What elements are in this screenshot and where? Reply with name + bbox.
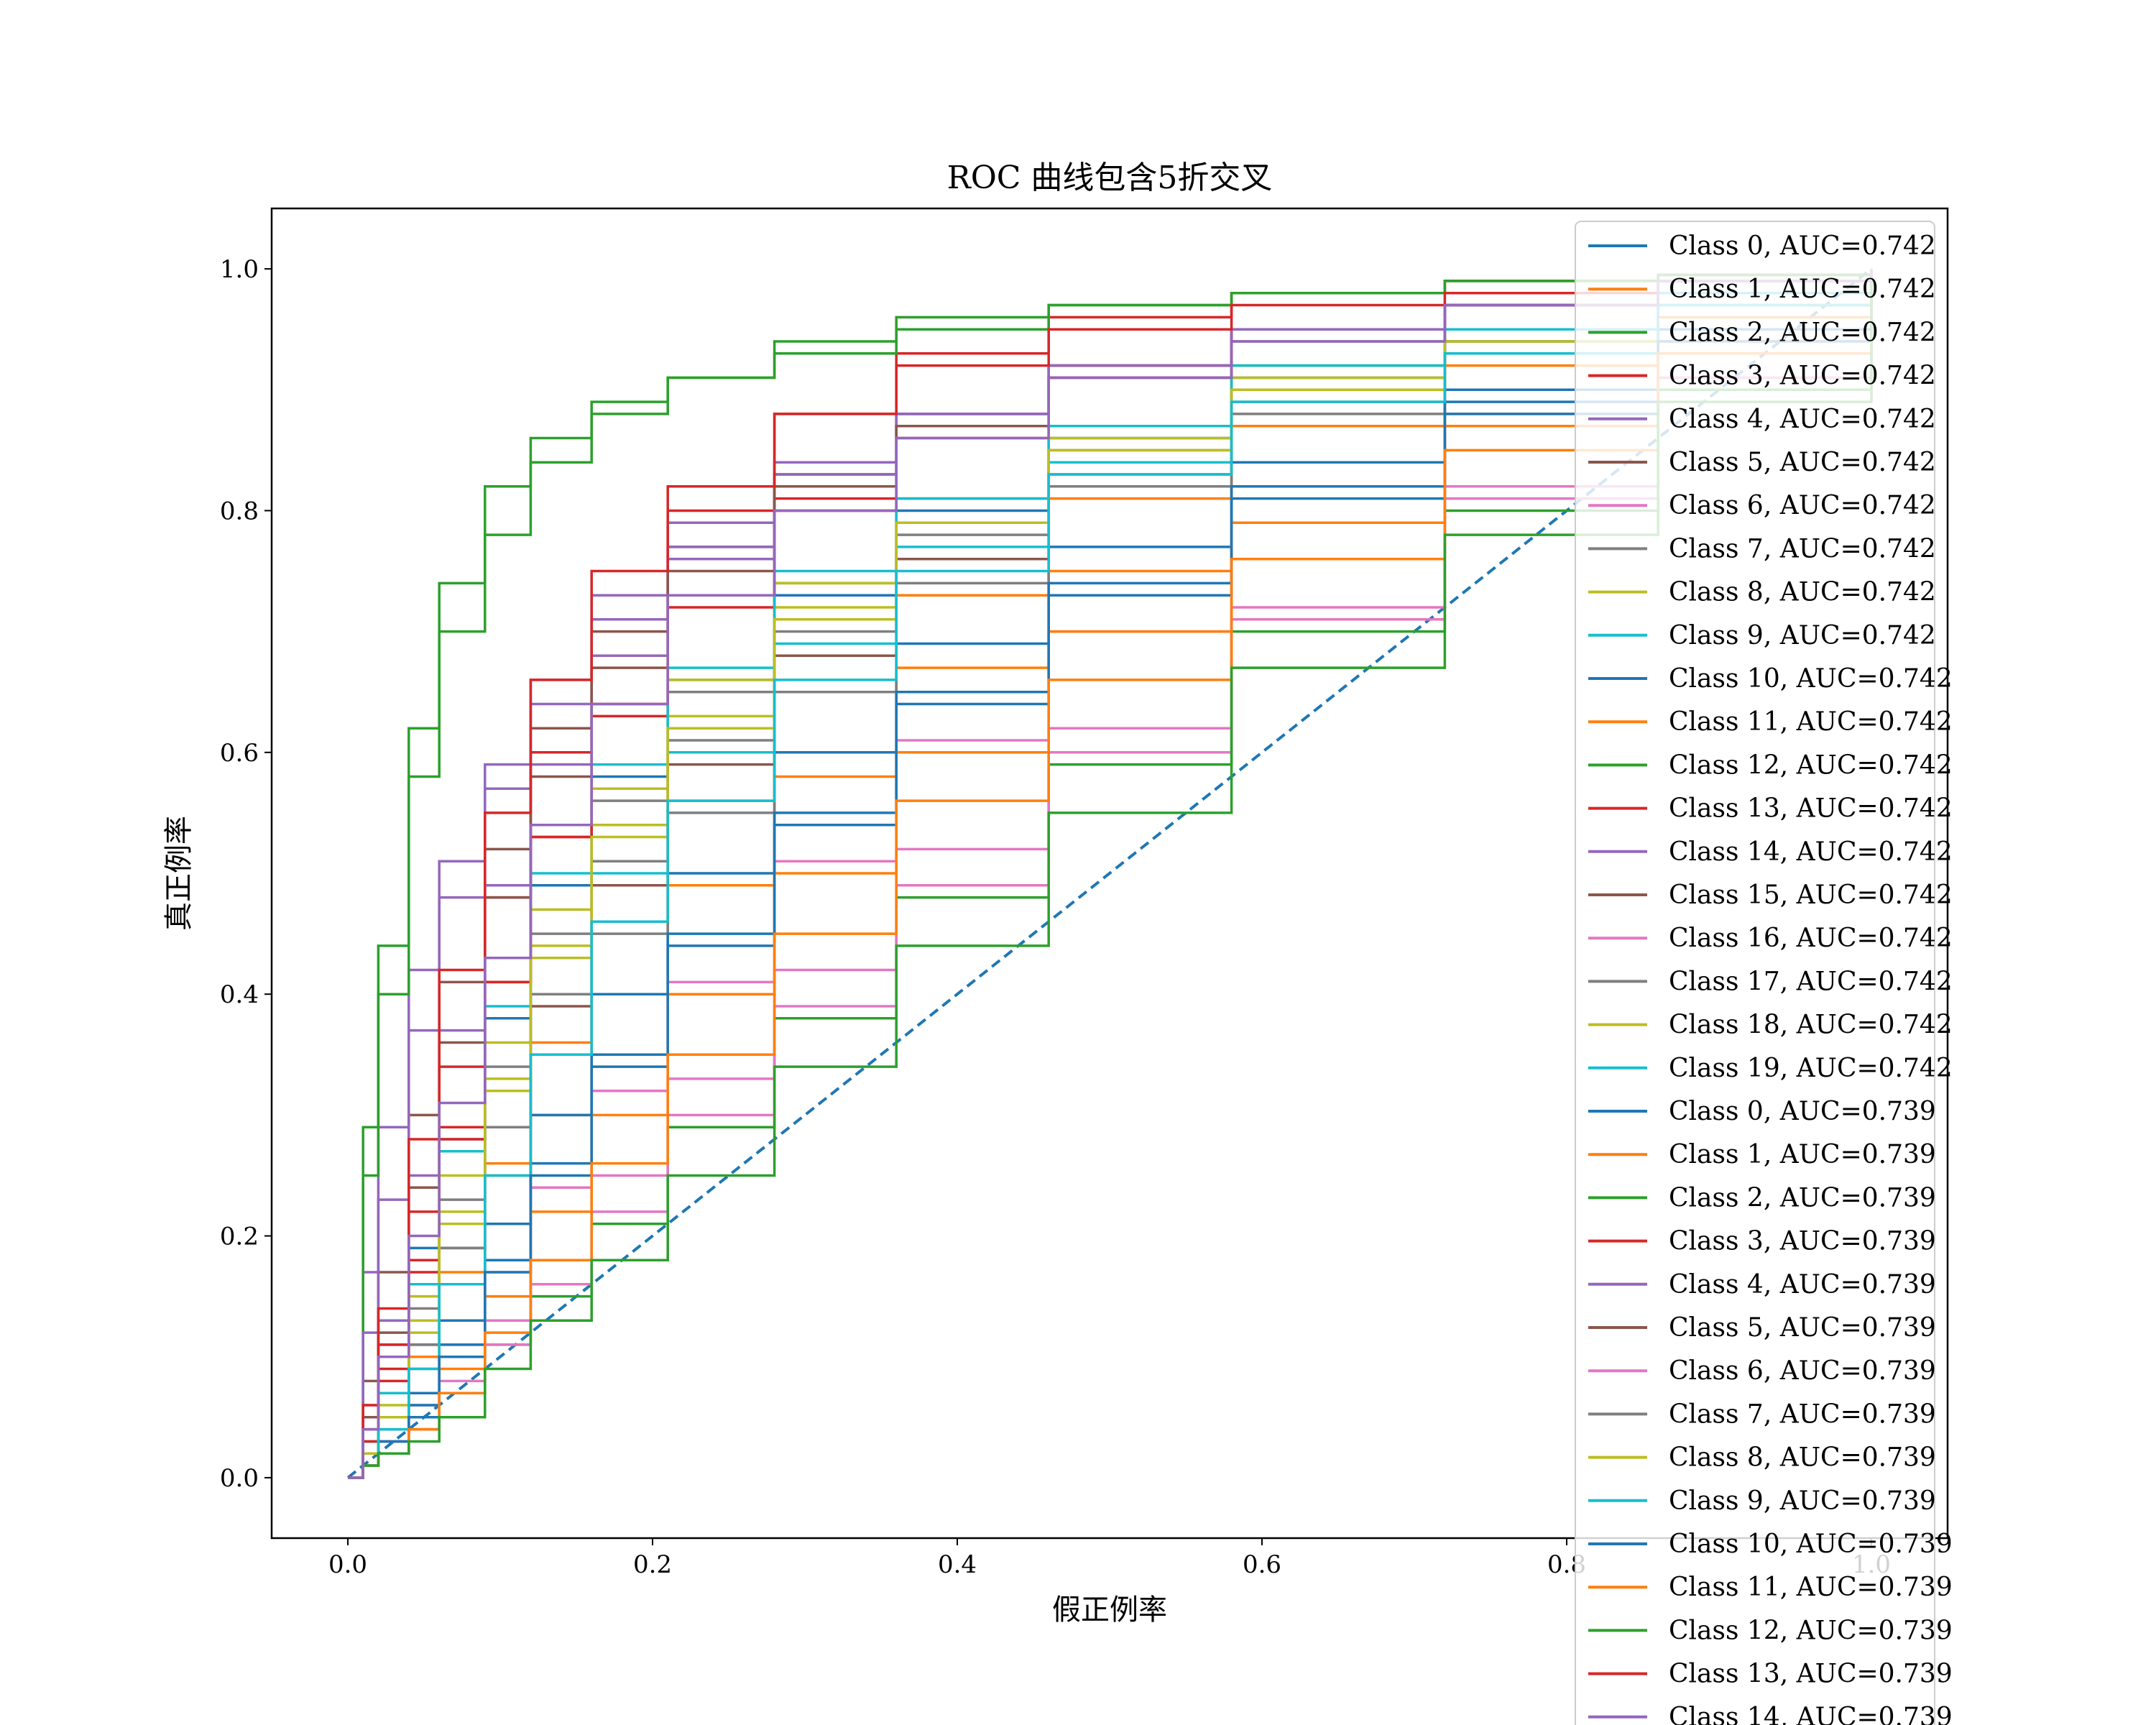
legend-label: Class 19, AUC=0.742	[1669, 1054, 1953, 1083]
legend-label: Class 12, AUC=0.742	[1669, 750, 1953, 780]
legend-label: Class 2, AUC=0.739	[1669, 1183, 1936, 1213]
chart-title: ROC 曲线包含5折交叉	[947, 160, 1273, 196]
legend-label: Class 16, AUC=0.742	[1669, 924, 1953, 953]
legend-label: Class 14, AUC=0.739	[1669, 1703, 1953, 1725]
legend-label: Class 18, AUC=0.742	[1669, 1011, 1953, 1040]
y-tick-label: 1.0	[220, 255, 259, 284]
legend-label: Class 6, AUC=0.739	[1669, 1356, 1936, 1386]
y-tick-label: 0.6	[220, 739, 259, 768]
legend-label: Class 5, AUC=0.739	[1669, 1313, 1936, 1343]
legend-label: Class 4, AUC=0.739	[1669, 1270, 1936, 1300]
legend-label: Class 3, AUC=0.742	[1669, 362, 1936, 391]
legend-label: Class 12, AUC=0.739	[1669, 1616, 1953, 1645]
legend-label: Class 10, AUC=0.739	[1669, 1530, 1953, 1559]
plot-area	[346, 267, 1873, 1479]
x-tick-label: 0.4	[938, 1550, 977, 1579]
legend-label: Class 9, AUC=0.742	[1669, 621, 1936, 650]
x-tick-label: 0.2	[633, 1550, 672, 1579]
y-tick-label: 0.8	[220, 497, 259, 525]
legend-label: Class 5, AUC=0.742	[1669, 448, 1936, 477]
legend-label: Class 3, AUC=0.739	[1669, 1227, 1936, 1256]
legend-label: Class 4, AUC=0.742	[1669, 405, 1936, 434]
y-tick-label: 0.4	[220, 980, 259, 1009]
legend-label: Class 0, AUC=0.742	[1669, 231, 1936, 261]
x-axis-title: 假正例率	[1052, 1593, 1167, 1627]
legend-label: Class 8, AUC=0.742	[1669, 578, 1936, 607]
roc-curve	[348, 269, 1873, 1479]
roc-curve	[348, 269, 1873, 1479]
legend-label: Class 11, AUC=0.742	[1669, 707, 1953, 737]
legend-label: Class 1, AUC=0.742	[1669, 275, 1936, 304]
x-tick-label: 0.6	[1243, 1550, 1281, 1579]
legend-label: Class 7, AUC=0.742	[1669, 534, 1936, 564]
x-tick-label: 0.0	[328, 1550, 367, 1579]
legend-label: Class 15, AUC=0.742	[1669, 880, 1953, 910]
y-tick-label: 0.0	[220, 1464, 259, 1493]
legend-label: Class 11, AUC=0.739	[1669, 1573, 1953, 1602]
legend-box	[1575, 221, 1935, 1725]
legend-label: Class 8, AUC=0.739	[1669, 1443, 1936, 1473]
legend-label: Class 1, AUC=0.739	[1669, 1140, 1936, 1169]
legend-label: Class 13, AUC=0.742	[1669, 794, 1953, 824]
legend-label: Class 17, AUC=0.742	[1669, 967, 1953, 996]
legend-label: Class 13, AUC=0.739	[1669, 1660, 1953, 1689]
legend-label: Class 6, AUC=0.742	[1669, 491, 1936, 520]
y-axis-title: 真正例率	[162, 816, 195, 931]
y-axis: 0.0 0.2 0.4 0.6 0.8 1.0	[220, 255, 272, 1493]
legend-label: Class 10, AUC=0.742	[1669, 664, 1953, 694]
legend-label: Class 7, AUC=0.739	[1669, 1399, 1936, 1429]
legend-label: Class 9, AUC=0.739	[1669, 1486, 1936, 1516]
legend-label: Class 2, AUC=0.742	[1669, 318, 1936, 347]
y-tick-label: 0.2	[220, 1223, 259, 1251]
legend-label: Class 0, AUC=0.739	[1669, 1097, 1936, 1126]
legend-label: Class 14, AUC=0.742	[1669, 837, 1953, 867]
axes-frame	[270, 207, 1949, 1540]
legend: Class 0, AUC=0.742 Class 1, AUC=0.742 Clas…	[1575, 221, 1953, 1725]
